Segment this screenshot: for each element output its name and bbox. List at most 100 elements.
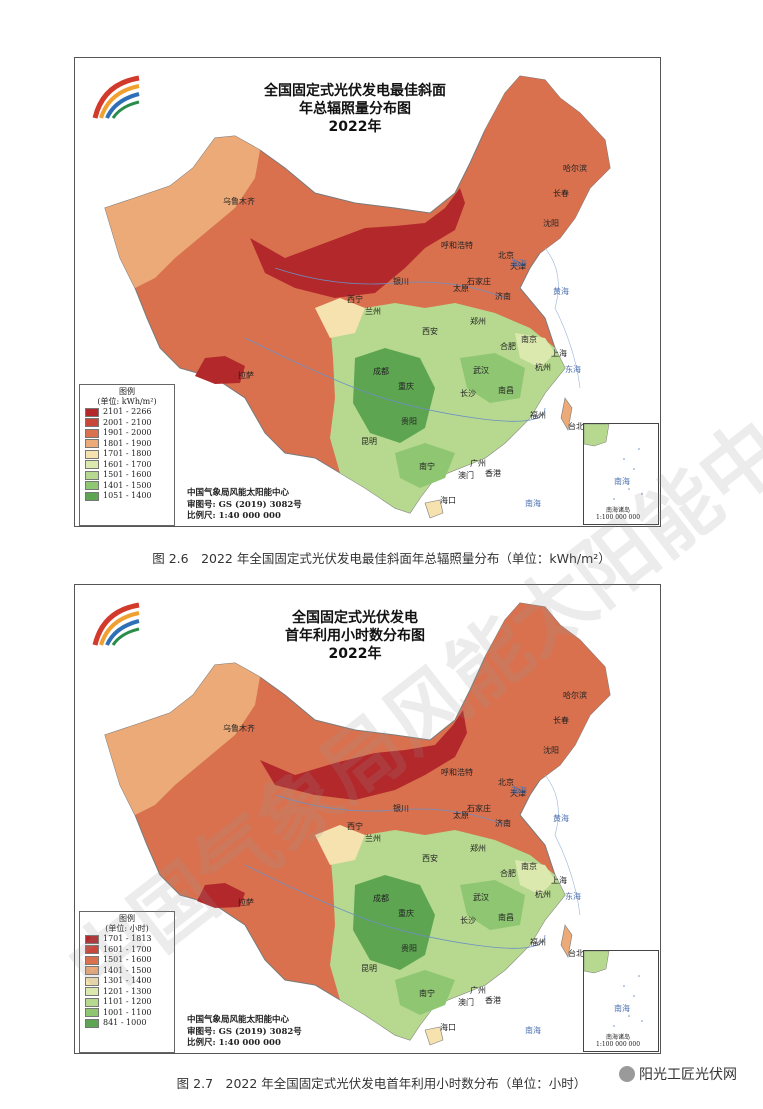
city-label: 济南: [495, 292, 511, 301]
legend-rows: 2101 - 2266 2001 - 2100 1901 - 2000 1801 - …: [80, 407, 174, 502]
city-label: 哈尔滨: [563, 691, 587, 700]
legend-row: 1401 - 1500: [85, 481, 174, 492]
city-label: 石家庄: [467, 277, 491, 286]
legend-row: 1901 - 2000: [85, 428, 174, 439]
legend-label: 2001 - 2100: [103, 417, 152, 427]
city-label: 杭州: [535, 363, 551, 372]
legend-row: 1501 - 1600: [85, 955, 174, 966]
inset-sea-label: 南海: [614, 1004, 630, 1013]
city-label: 兰州: [365, 307, 381, 316]
china-utilization-hours-map: [92, 602, 611, 1046]
map-panel-irradiation: 全国固定式光伏发电最佳斜面 年总辐照量分布图 2022年 哈尔滨 长春 沈阳 北…: [74, 57, 661, 527]
legend-label: 1101 - 1200: [103, 997, 152, 1007]
map-title: 全国固定式光伏发电最佳斜面 年总辐照量分布图 2022年: [225, 82, 485, 136]
credit-line: 审图号: GS (2019) 3082号: [187, 499, 302, 510]
inset-map: [583, 950, 643, 1027]
inset-map: [583, 423, 643, 500]
legend-row: 1401 - 1500: [85, 966, 174, 977]
legend-label: 1901 - 2000: [103, 428, 152, 438]
city-label: 银川: [393, 804, 409, 813]
legend-label: 1401 - 1500: [103, 480, 152, 490]
zone-tibet-high: [197, 883, 245, 908]
title-year: 2022年: [328, 646, 382, 662]
map-credit: 中国气象局风能太阳能中心 审图号: GS (2019) 3082号 比例尺: 1…: [187, 488, 302, 523]
legend-row: 2001 - 2100: [85, 418, 174, 429]
legend-rows: 1701 - 1813 1601 - 1700 1501 - 1600 1401 - …: [80, 934, 174, 1029]
legend-row: 1001 - 1100: [85, 1008, 174, 1019]
legend-label: 841 - 1000: [103, 1018, 147, 1028]
cma-logo-icon: [92, 75, 140, 119]
city-label: 台北: [568, 949, 584, 958]
city-label: 成都: [373, 367, 389, 376]
credit-line: 中国气象局风能太阳能中心: [187, 488, 290, 498]
city-label: 呼和浩特: [441, 241, 473, 250]
title-year: 2022年: [328, 119, 382, 135]
city-label: 北京: [498, 251, 514, 260]
legend-row: 841 - 1000: [85, 1018, 174, 1029]
zone-sichuan-low: [353, 875, 435, 970]
legend-row: 1201 - 1300: [85, 987, 174, 998]
inset-sea-label: 南海: [614, 477, 630, 486]
legend-label: 1701 - 1800: [103, 449, 152, 459]
legend-swatch: [85, 481, 99, 491]
legend-row: 2101 - 2266: [85, 407, 174, 418]
city-label: 西安: [422, 327, 438, 336]
zone-sichuan-low: [353, 348, 435, 443]
legend-swatch: [85, 491, 99, 501]
city-label: 南昌: [498, 913, 514, 922]
city-label: 银川: [393, 277, 409, 286]
inset-title: 南海诸岛: [606, 1034, 631, 1041]
city-label: 哈尔滨: [563, 164, 587, 173]
legend-swatch: [85, 428, 99, 438]
city-label: 天津: [510, 262, 526, 271]
city-label: 昆明: [361, 437, 377, 446]
sea-label: 渤海: [511, 259, 527, 268]
credit-line: 中国气象局风能太阳能中心: [187, 1015, 290, 1025]
city-label: 合肥: [500, 342, 516, 351]
city-label: 太原: [453, 284, 469, 293]
sea-label: 东海: [565, 365, 581, 374]
sea-label: 东海: [565, 892, 581, 901]
legend-swatch: [85, 439, 99, 449]
legend-label: 1601 - 1700: [103, 459, 152, 469]
legend-unit: (单位: 小时): [105, 924, 149, 933]
legend-row: 1101 - 1200: [85, 997, 174, 1008]
map-credit: 中国气象局风能太阳能中心 审图号: GS (2019) 3082号 比例尺: 1…: [187, 1015, 302, 1050]
legend-label: 1801 - 1900: [103, 438, 152, 448]
sea-label: 黄海: [553, 814, 569, 823]
legend-label: 2101 - 2266: [103, 407, 152, 417]
credit-line: 审图号: GS (2019) 3082号: [187, 1026, 302, 1037]
city-label: 西安: [422, 854, 438, 863]
legend-swatch: [85, 987, 99, 997]
title-line: 首年利用小时数分布图: [285, 628, 425, 644]
city-label: 武汉: [473, 366, 489, 375]
city-label: 呼和浩特: [441, 768, 473, 777]
city-label: 海口: [440, 1023, 456, 1032]
legend-row: 1701 - 1800: [85, 449, 174, 460]
title-line: 全国固定式光伏发电: [292, 610, 418, 626]
inset-title: 南海诸岛: [606, 507, 631, 514]
title-line: 年总辐照量分布图: [299, 101, 411, 117]
city-label: 香港: [485, 996, 501, 1005]
legend-swatch: [85, 470, 99, 480]
zone-highest: [250, 188, 465, 298]
city-label: 拉萨: [238, 371, 254, 380]
city-label: 重庆: [398, 909, 414, 918]
city-label: 广州: [470, 986, 486, 995]
city-label: 上海: [551, 876, 567, 885]
legend-label: 1401 - 1500: [103, 965, 152, 975]
legend-label: 1301 - 1400: [103, 976, 152, 986]
city-label: 郑州: [470, 317, 486, 326]
city-label: 澳门: [458, 471, 474, 480]
city-label: 南宁: [419, 462, 435, 471]
south-china-sea-inset: 南海 南海诸岛 1:100 000 000: [583, 423, 659, 525]
legend-swatch: [85, 934, 99, 944]
legend-row: 1301 - 1400: [85, 976, 174, 987]
credit-line: 比例尺: 1:40 000 000: [187, 1038, 281, 1048]
legend-label: 1501 - 1600: [103, 470, 152, 480]
sea-label: 渤海: [511, 786, 527, 795]
city-label: 南昌: [498, 386, 514, 395]
legend-row: 1601 - 1700: [85, 460, 174, 471]
city-label: 武汉: [473, 893, 489, 902]
city-label: 合肥: [500, 869, 516, 878]
